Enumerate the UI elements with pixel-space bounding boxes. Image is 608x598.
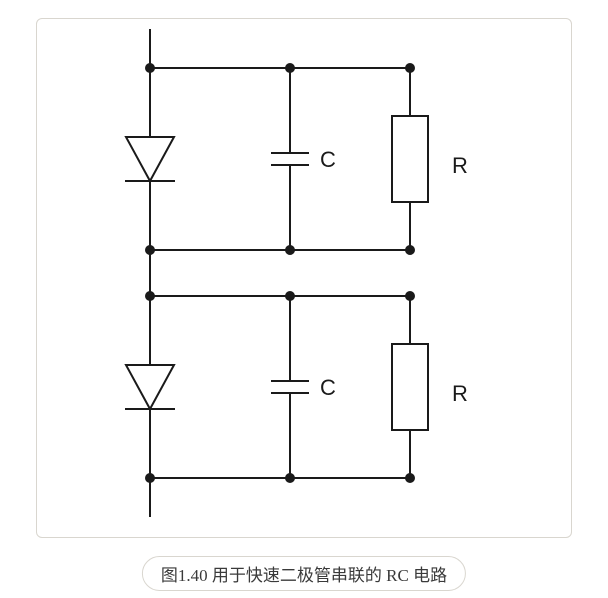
circuit-diagram: C R C R (0, 0, 608, 598)
resistor-2 (392, 344, 428, 430)
node-res-top-2 (405, 291, 415, 301)
resistor-2-label: R (452, 381, 468, 406)
node-res-top-1 (405, 63, 415, 73)
resistor-1-label: R (452, 153, 468, 178)
node-cap-bot-2 (285, 473, 295, 483)
node-res-bot-2 (405, 473, 415, 483)
diode-1 (126, 137, 174, 181)
node-main-top-2 (145, 291, 155, 301)
node-cap-bot-1 (285, 245, 295, 255)
capacitor-2-label: C (320, 375, 336, 400)
figure-caption-text: 图1.40 用于快速二极管串联的 RC 电路 (161, 566, 447, 585)
diode-2 (126, 365, 174, 409)
node-main-bot-1 (145, 245, 155, 255)
resistor-1 (392, 116, 428, 202)
node-main-bot-2 (145, 473, 155, 483)
node-cap-top-1 (285, 63, 295, 73)
node-main-top-1 (145, 63, 155, 73)
node-res-bot-1 (405, 245, 415, 255)
capacitor-1-label: C (320, 147, 336, 172)
figure-caption: 图1.40 用于快速二极管串联的 RC 电路 (142, 556, 466, 591)
node-cap-top-2 (285, 291, 295, 301)
